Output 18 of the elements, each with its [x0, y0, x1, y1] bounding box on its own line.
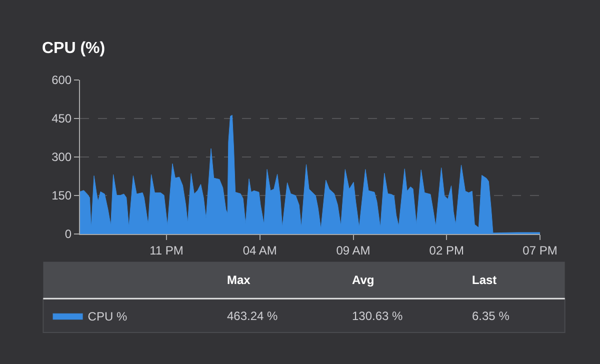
x-tick-label: 04 AM: [242, 243, 277, 258]
y-tick-label: 600: [52, 73, 72, 88]
text: Max: [227, 273, 251, 287]
x-tick-label: 11 PM: [150, 243, 184, 258]
y-tick-label: 150: [52, 188, 72, 203]
x-tick-label: 09 AM: [336, 243, 370, 258]
y-tick-label: 300: [52, 150, 72, 164]
legend-label: CPU %: [88, 309, 128, 324]
text: Last: [472, 273, 497, 287]
x-tick-label: 02 PM: [429, 243, 464, 258]
y-tick-label: 0: [64, 227, 72, 242]
x-tick-label: 07 PM: [522, 243, 558, 258]
y-tick-label: 450: [52, 112, 72, 126]
text: Avg: [352, 273, 374, 287]
text: 130.63 %: [352, 309, 404, 323]
text: 6.35 %: [472, 309, 510, 323]
text: 463.24 %: [227, 309, 278, 323]
chart-title: CPU (%): [42, 40, 106, 57]
